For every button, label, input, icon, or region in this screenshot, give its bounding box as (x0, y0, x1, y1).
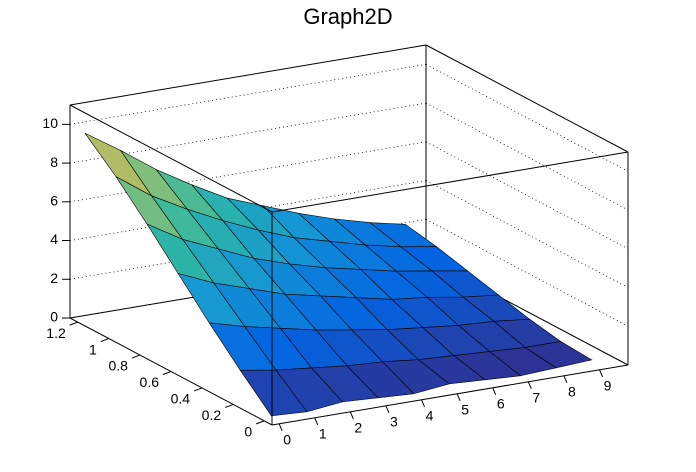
x-tick (563, 375, 568, 383)
box-edge (425, 44, 629, 153)
y-tick (100, 338, 110, 343)
y-tick (256, 420, 265, 425)
x-tick-label: 1 (319, 426, 327, 442)
y-tick-label: 0 (244, 424, 252, 440)
y-tick-label: 0.2 (202, 407, 222, 423)
y-tick (69, 321, 78, 326)
x-tick (314, 417, 319, 425)
x-tick (278, 423, 283, 431)
box-edge (271, 364, 629, 426)
x-tick (492, 387, 497, 395)
z-tick-label: 8 (50, 154, 58, 170)
y-tick (131, 354, 141, 359)
box-edge (69, 44, 427, 106)
z-tick-label: 4 (50, 231, 58, 247)
y-tick (193, 387, 203, 392)
x-tick-label: 0 (283, 432, 291, 448)
y-tick-label: 1.2 (46, 325, 66, 341)
x-tick (456, 393, 461, 401)
x-tick (599, 369, 603, 377)
chart-title: Graph2D (303, 4, 392, 29)
x-tick-label: 4 (426, 408, 434, 424)
x-tick-label: 8 (568, 384, 576, 400)
box-edge (271, 151, 629, 213)
y-tick-label: 0.6 (140, 374, 160, 390)
x-tick-label: 2 (354, 420, 362, 436)
x-tick (527, 381, 532, 389)
y-tick (162, 371, 172, 375)
y-tick-label: 0.8 (108, 358, 128, 374)
x-tick (349, 411, 354, 419)
box-edge (69, 104, 273, 213)
x-tick-label: 9 (604, 378, 612, 394)
z-tick-label: 10 (42, 115, 58, 131)
y-tick-label: 0.4 (171, 391, 191, 407)
z-tick-label: 6 (50, 193, 58, 209)
x-tick (385, 405, 390, 413)
y-tick (224, 403, 234, 408)
x-tick-label: 3 (390, 414, 398, 430)
z-tick-label: 2 (50, 270, 58, 286)
x-tick-label: 6 (497, 396, 505, 412)
x-tick (421, 399, 425, 407)
y-tick-label: 1 (89, 341, 97, 357)
grid-line (69, 102, 427, 164)
grid-line (69, 63, 427, 125)
surface-cell (239, 369, 308, 417)
z-tick-label: 0 (50, 309, 58, 325)
x-tick-label: 7 (532, 390, 540, 406)
x-tick-label: 5 (461, 402, 469, 418)
